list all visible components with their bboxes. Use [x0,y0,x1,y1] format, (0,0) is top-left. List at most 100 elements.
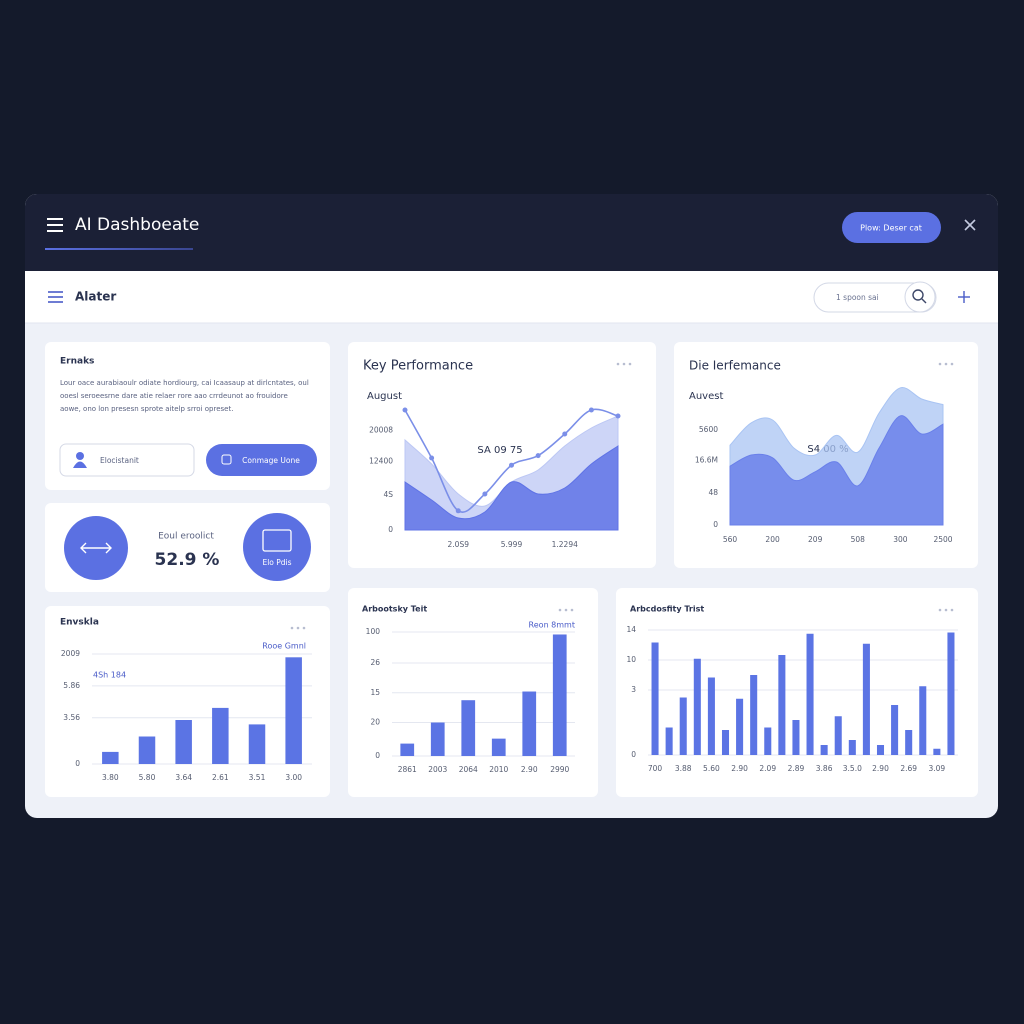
x-tick-label: 2990 [550,765,569,774]
y-tick-label: 20008 [369,425,393,434]
menu-dot [938,362,942,366]
x-tick-label: 3.64 [175,773,192,782]
bar [430,722,445,756]
x-tick-label: 2003 [428,765,447,774]
y-tick-label: 0 [375,751,380,760]
close-icon[interactable] [964,219,976,231]
line-marker [402,407,408,413]
y-tick-label: 20 [370,718,380,727]
series-area [404,445,619,531]
input-text[interactable]: Elocistanit [100,456,139,465]
user-icon [73,452,87,468]
x-tick-label: 2861 [398,765,417,774]
chart-title: Arbcdosfity Trist [630,605,704,614]
chart-subtitle: August [367,391,402,402]
x-tick-label: 5.999 [501,540,523,549]
y-tick-label: 48 [708,488,718,497]
x-tick-label: 560 [723,535,738,544]
bar [102,751,119,764]
y-tick-label: 0 [713,520,718,529]
bar [461,700,476,756]
stat-icon-right[interactable] [243,513,311,581]
header-button-label[interactable]: Plow: Deser cat [860,224,922,233]
bar [679,697,687,755]
bar [175,720,192,764]
bar [665,727,673,755]
x-tick-label: 5.60 [703,764,720,773]
y-tick-label: 0 [631,750,636,759]
x-tick-label: 3.00 [285,773,302,782]
search-text[interactable]: 1 spoon sai [836,293,879,302]
bar [848,740,856,755]
x-tick-label: 3.5.0 [843,764,862,773]
bar [736,698,744,755]
menu-dot [302,626,306,630]
annotation: Reon 8mmt [529,621,575,630]
line-marker [615,413,621,419]
x-tick-label: 2.69 [900,764,917,773]
bar [947,632,955,755]
stat-icon-label: Elo Pdis [262,558,291,567]
y-tick-label: 16.6M [695,456,718,465]
bar [552,634,567,756]
menu-icon[interactable] [47,218,63,232]
x-tick-label: 3.51 [249,773,266,782]
bar [400,743,415,756]
menu-dot [944,608,948,612]
bar [721,730,730,755]
menu-dot [616,362,620,366]
x-tick-label: 3.88 [675,764,692,773]
toolbar-menu-icon[interactable] [48,291,63,303]
input-field[interactable] [59,443,195,477]
bar [750,675,758,755]
bar [862,643,870,755]
line-marker [482,491,488,497]
image-icon [262,529,292,552]
bar [919,686,927,755]
x-tick-label: 2.90 [731,764,748,773]
header-button[interactable] [842,212,941,243]
menu-dot [558,608,562,612]
stat-value: 52.9 % [155,550,220,570]
intro-text: aowe, ono lon presesn sprote aitelp srro… [60,405,233,413]
x-tick-label: 3.80 [102,773,119,782]
bar [778,655,786,755]
search-button[interactable] [904,281,936,313]
bar [806,633,814,755]
search-box[interactable] [813,282,937,313]
menu-dot [944,362,948,366]
y-tick-label: 3 [631,685,636,694]
line-marker [509,462,514,468]
menu-dot [290,626,294,630]
chart-title: Key Performance [363,359,473,374]
y-tick-label: 3.56 [63,713,80,722]
line-marker [455,508,461,514]
bar [285,657,302,764]
intro-text: Lour oace aurabiaoulr odiate hordiourg, … [60,379,309,387]
y-tick-label: 4S [383,490,393,499]
annotation: Rooe Gmnl [262,642,306,651]
bar [212,707,229,764]
x-tick-label: 3.09 [929,764,946,773]
chart-subtitle: Auvest [689,391,723,402]
intro-button-label[interactable]: Conmage Uone [242,456,300,465]
x-tick-label: 2.09 [759,764,776,773]
x-tick-label: 1.2294 [552,540,578,549]
x-tick-label: 2500 [933,535,952,544]
title-underline [45,248,193,250]
x-tick-label: 200 [765,535,780,544]
line-marker [429,455,435,461]
bar [876,745,885,755]
bar [820,745,828,755]
bar [933,748,941,755]
x-tick-label: 2.90 [872,764,889,773]
intro-title: Ernaks [60,357,94,367]
add-icon[interactable] [958,291,970,303]
line-marker [588,407,594,413]
y-tick-label: 5600 [699,425,718,434]
intro-button[interactable] [206,444,317,476]
stat-label: Eoul eroolict [158,532,214,542]
y-tick-label: 14 [626,625,636,634]
menu-dot [938,608,942,612]
